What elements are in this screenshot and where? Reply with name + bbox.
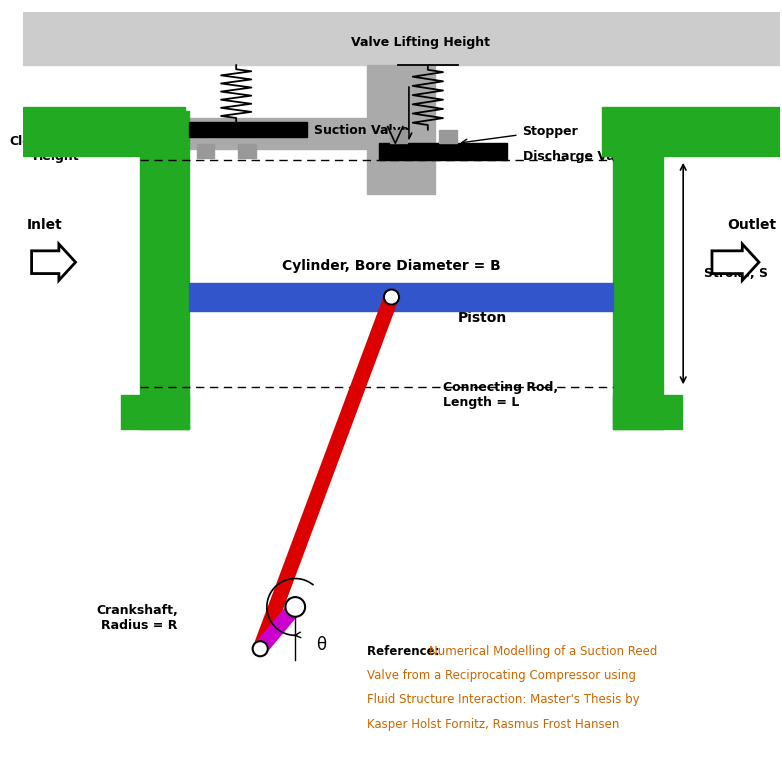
FancyArrow shape: [712, 244, 759, 281]
Circle shape: [384, 289, 399, 305]
Text: Crankshaft,
Radius = R: Crankshaft, Radius = R: [96, 604, 178, 633]
Bar: [602, 107, 780, 156]
Text: Valve Lifting Height: Valve Lifting Height: [351, 36, 490, 49]
Text: Cylinder, Bore Diameter = B: Cylinder, Bore Diameter = B: [282, 259, 500, 273]
Bar: [378, 143, 508, 160]
Bar: [197, 144, 214, 158]
Bar: [614, 111, 662, 429]
Bar: [23, 13, 780, 65]
Bar: [439, 130, 457, 143]
Text: Outlet: Outlet: [727, 218, 777, 232]
Circle shape: [285, 597, 305, 617]
Text: Inlet: Inlet: [27, 218, 62, 232]
Text: Numerical Modelling of a Suction Reed: Numerical Modelling of a Suction Reed: [429, 645, 658, 658]
Bar: [23, 107, 185, 156]
Text: Clearance
Height: Clearance Height: [9, 135, 79, 163]
Text: Suction Valve: Suction Valve: [314, 124, 410, 137]
Bar: [239, 144, 256, 158]
Text: Connecting Rod,
Length = L: Connecting Rod, Length = L: [443, 381, 558, 409]
Bar: [189, 122, 307, 137]
Circle shape: [253, 641, 267, 656]
Bar: [174, 118, 368, 149]
Text: Kasper Holst Fornitz, Rasmus Frost Hansen: Kasper Holst Fornitz, Rasmus Frost Hanse…: [368, 718, 619, 730]
Text: Fluid Structure Interaction: Master's Thesis by: Fluid Structure Interaction: Master's Th…: [368, 694, 640, 706]
Bar: [121, 395, 189, 429]
Text: Piston: Piston: [458, 310, 508, 325]
Bar: [390, 130, 407, 143]
Text: Stopper: Stopper: [522, 125, 579, 138]
Text: Stroke, S: Stroke, S: [705, 267, 769, 280]
Bar: [614, 395, 682, 429]
Bar: [140, 111, 189, 429]
Text: θ: θ: [317, 636, 327, 654]
Bar: [189, 282, 614, 311]
Text: Valve from a Reciprocating Compressor using: Valve from a Reciprocating Compressor us…: [368, 669, 637, 682]
Bar: [368, 65, 436, 194]
Text: TDC: TDC: [629, 153, 657, 167]
Text: BDC: BDC: [629, 381, 658, 393]
Text: Reference:: Reference:: [368, 645, 444, 658]
Text: Discharge Valve: Discharge Valve: [522, 149, 635, 163]
FancyArrow shape: [31, 244, 76, 281]
